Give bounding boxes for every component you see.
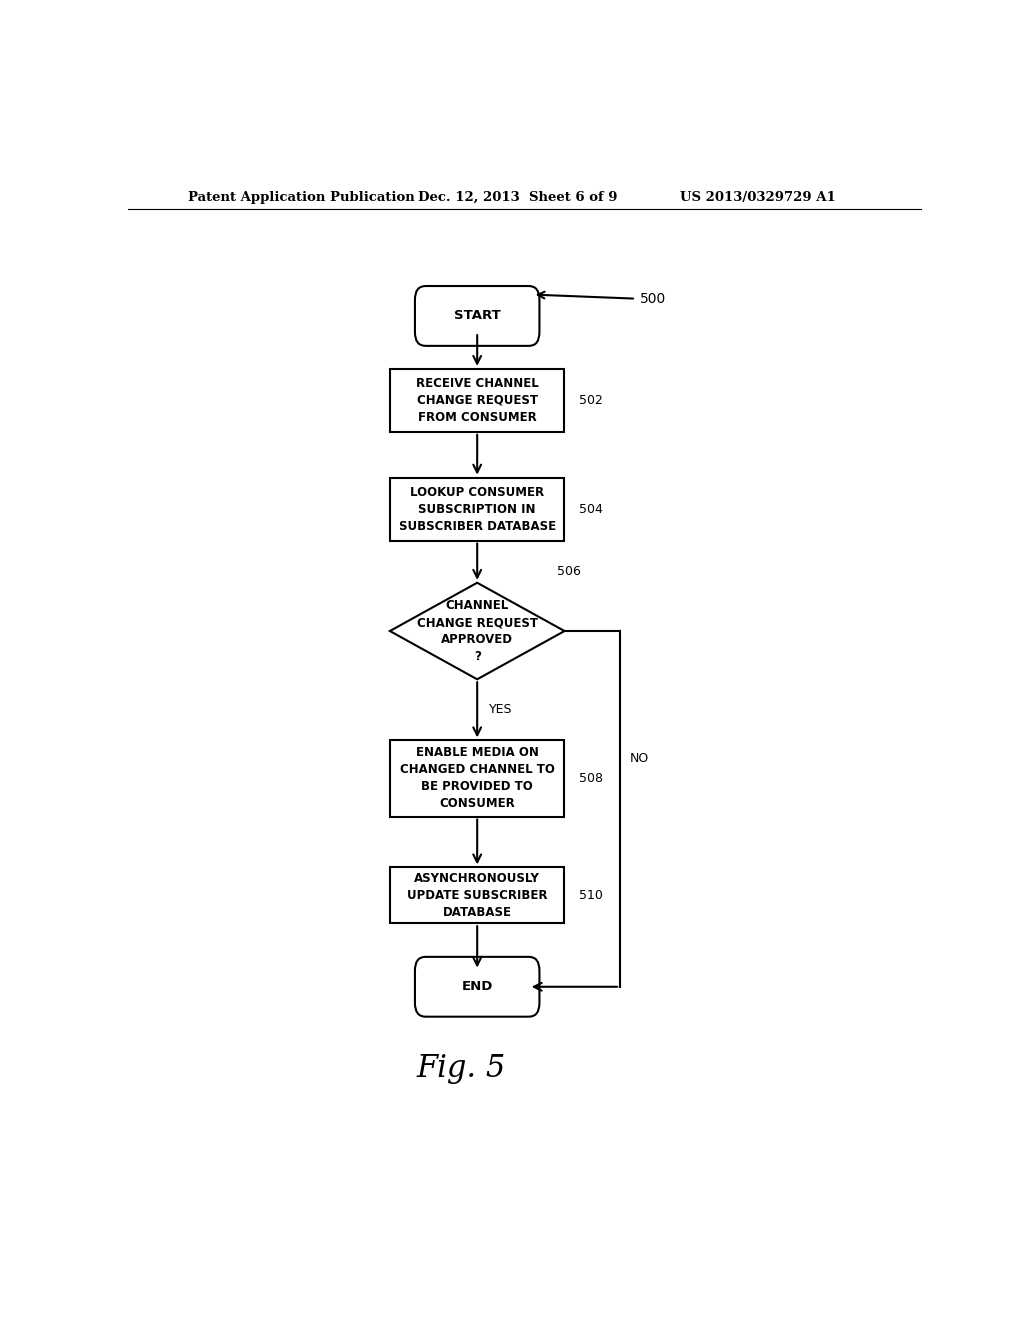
Text: 510: 510 bbox=[579, 888, 603, 902]
FancyBboxPatch shape bbox=[415, 286, 540, 346]
Polygon shape bbox=[390, 582, 564, 680]
Text: US 2013/0329729 A1: US 2013/0329729 A1 bbox=[680, 190, 836, 203]
Bar bbox=[390, 867, 564, 923]
Text: 502: 502 bbox=[579, 393, 603, 407]
Text: LOOKUP CONSUMER
SUBSCRIPTION IN
SUBSCRIBER DATABASE: LOOKUP CONSUMER SUBSCRIPTION IN SUBSCRIB… bbox=[398, 486, 556, 532]
Text: Fig. 5: Fig. 5 bbox=[417, 1052, 506, 1084]
Bar bbox=[390, 741, 564, 817]
Text: 508: 508 bbox=[579, 772, 603, 785]
Text: ASYNCHRONOUSLY
UPDATE SUBSCRIBER
DATABASE: ASYNCHRONOUSLY UPDATE SUBSCRIBER DATABAS… bbox=[407, 871, 548, 919]
Text: END: END bbox=[462, 981, 493, 993]
Text: Patent Application Publication: Patent Application Publication bbox=[187, 190, 415, 203]
Text: 506: 506 bbox=[557, 565, 581, 578]
Text: CHANNEL
CHANGE REQUEST
APPROVED
?: CHANNEL CHANGE REQUEST APPROVED ? bbox=[417, 599, 538, 663]
FancyBboxPatch shape bbox=[415, 957, 540, 1016]
Text: START: START bbox=[454, 309, 501, 322]
Text: 500: 500 bbox=[640, 292, 667, 306]
Text: ENABLE MEDIA ON
CHANGED CHANNEL TO
BE PROVIDED TO
CONSUMER: ENABLE MEDIA ON CHANGED CHANNEL TO BE PR… bbox=[399, 746, 555, 810]
Text: Dec. 12, 2013  Sheet 6 of 9: Dec. 12, 2013 Sheet 6 of 9 bbox=[418, 190, 617, 203]
Bar bbox=[390, 368, 564, 432]
Text: NO: NO bbox=[630, 751, 649, 764]
Text: RECEIVE CHANNEL
CHANGE REQUEST
FROM CONSUMER: RECEIVE CHANNEL CHANGE REQUEST FROM CONS… bbox=[416, 376, 539, 424]
Text: 504: 504 bbox=[579, 503, 603, 516]
Bar bbox=[390, 478, 564, 541]
Text: YES: YES bbox=[489, 704, 513, 717]
